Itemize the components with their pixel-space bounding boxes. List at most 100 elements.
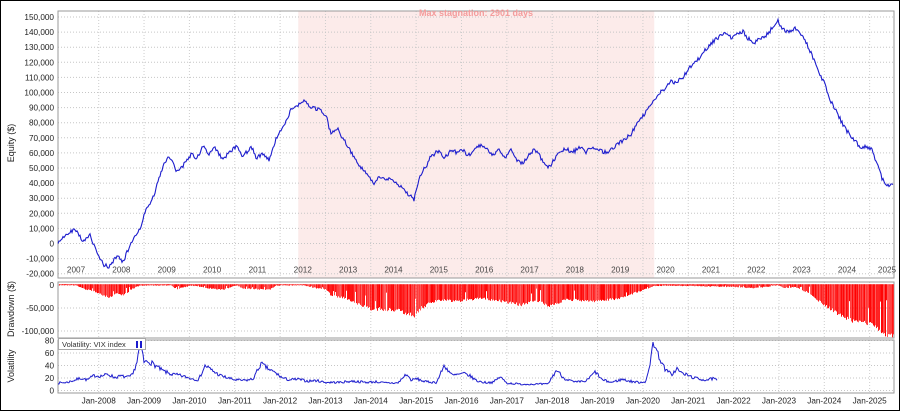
drawdown-bar bbox=[492, 284, 493, 301]
drawdown-bar bbox=[356, 284, 357, 304]
drawdown-bar bbox=[200, 284, 201, 287]
drawdown-bar bbox=[98, 284, 99, 294]
drawdown-bar bbox=[455, 284, 456, 301]
drawdown-bar bbox=[525, 284, 526, 304]
drawdown-bar bbox=[841, 284, 842, 317]
drawdown-bar bbox=[759, 284, 760, 286]
drawdown-y-tick-label: -100,000 bbox=[22, 327, 55, 336]
drawdown-bar bbox=[702, 284, 703, 287]
drawdown-bar bbox=[797, 284, 798, 288]
equity-y-tick-label: 50,000 bbox=[29, 164, 54, 173]
drawdown-bar bbox=[213, 284, 214, 289]
drawdown-bar bbox=[106, 284, 107, 296]
drawdown-bar bbox=[270, 284, 271, 290]
drawdown-bar bbox=[211, 284, 212, 289]
drawdown-bar bbox=[798, 284, 799, 289]
drawdown-bar bbox=[97, 284, 98, 294]
volatility-y-tick-label: 60 bbox=[45, 349, 55, 358]
drawdown-bar bbox=[487, 284, 488, 299]
drawdown-bar bbox=[348, 284, 349, 300]
drawdown-bar bbox=[739, 284, 740, 286]
drawdown-bar bbox=[132, 284, 133, 289]
drawdown-bar bbox=[628, 284, 629, 296]
drawdown-bar bbox=[121, 284, 122, 296]
drawdown-bar bbox=[696, 284, 697, 286]
drawdown-bar bbox=[413, 284, 414, 317]
drawdown-bar bbox=[382, 284, 383, 311]
drawdown-bar bbox=[77, 284, 78, 286]
drawdown-bar bbox=[538, 284, 539, 303]
drawdown-bar bbox=[543, 284, 544, 304]
drawdown-bar bbox=[656, 284, 657, 286]
equity-y-tick-label: 70,000 bbox=[29, 134, 54, 143]
drawdown-bar bbox=[837, 284, 838, 316]
vix-line-swatch-icon bbox=[136, 340, 142, 348]
drawdown-bar bbox=[741, 284, 742, 288]
drawdown-bar bbox=[813, 284, 814, 297]
drawdown-bar bbox=[570, 284, 571, 300]
drawdown-bar bbox=[416, 284, 417, 314]
volatility-y-tick-label: 0 bbox=[49, 387, 54, 396]
drawdown-bar bbox=[260, 284, 261, 289]
drawdown-bar bbox=[129, 284, 130, 288]
drawdown-bar bbox=[88, 284, 89, 290]
drawdown-bar bbox=[668, 284, 669, 286]
drawdown-bar bbox=[155, 284, 156, 286]
drawdown-bar bbox=[716, 284, 717, 287]
drawdown-bar bbox=[374, 284, 375, 310]
drawdown-bar bbox=[552, 284, 553, 304]
equity-y-tick-label: 150,000 bbox=[24, 13, 54, 22]
drawdown-bar bbox=[697, 284, 698, 287]
drawdown-bar bbox=[66, 284, 67, 286]
drawdown-bar bbox=[853, 284, 854, 320]
drawdown-bar bbox=[298, 284, 299, 286]
drawdown-bar bbox=[205, 284, 206, 288]
drawdown-bar bbox=[233, 284, 234, 287]
drawdown-bar bbox=[159, 284, 160, 286]
drawdown-bar bbox=[778, 284, 779, 286]
drawdown-bar bbox=[704, 284, 705, 287]
drawdown-bar bbox=[147, 284, 148, 286]
drawdown-bar bbox=[859, 284, 860, 321]
drawdown-bar bbox=[72, 284, 73, 286]
drawdown-bar bbox=[643, 284, 644, 290]
drawdown-bar bbox=[816, 284, 817, 300]
drawdown-bar bbox=[467, 284, 468, 299]
drawdown-bar bbox=[188, 284, 189, 286]
drawdown-bar bbox=[191, 284, 192, 286]
drawdown-bar bbox=[740, 284, 741, 288]
equity-y-tick-label: 90,000 bbox=[29, 104, 54, 113]
drawdown-bar bbox=[369, 284, 370, 308]
drawdown-bar bbox=[408, 284, 409, 314]
drawdown-bar bbox=[281, 284, 282, 286]
drawdown-bar bbox=[373, 284, 374, 310]
drawdown-bar bbox=[748, 284, 749, 288]
drawdown-bar bbox=[640, 284, 641, 292]
drawdown-bar bbox=[775, 284, 776, 286]
drawdown-bar bbox=[244, 284, 245, 289]
drawdown-bar bbox=[359, 284, 360, 304]
drawdown-bar bbox=[602, 284, 603, 300]
drawdown-bar bbox=[658, 284, 659, 287]
drawdown-bar bbox=[796, 284, 797, 288]
drawdown-bar bbox=[409, 284, 410, 316]
drawdown-bar bbox=[522, 284, 523, 305]
drawdown-bar bbox=[63, 284, 64, 286]
drawdown-bar bbox=[69, 284, 70, 286]
drawdown-bar bbox=[335, 284, 336, 293]
drawdown-bar bbox=[439, 284, 440, 300]
drawdown-bar bbox=[432, 284, 433, 302]
drawdown-bar bbox=[547, 284, 548, 307]
drawdown-bar bbox=[161, 284, 162, 286]
drawdown-bar bbox=[544, 284, 545, 306]
drawdown-bar bbox=[429, 284, 430, 303]
drawdown-bar bbox=[682, 284, 683, 287]
drawdown-bar bbox=[399, 284, 400, 310]
drawdown-bar bbox=[363, 284, 364, 307]
volatility-legend-label: Volatility: VIX index bbox=[62, 339, 126, 349]
drawdown-bar bbox=[712, 284, 713, 287]
drawdown-bar bbox=[842, 284, 843, 315]
drawdown-bar bbox=[756, 284, 757, 288]
drawdown-bar bbox=[870, 284, 871, 323]
